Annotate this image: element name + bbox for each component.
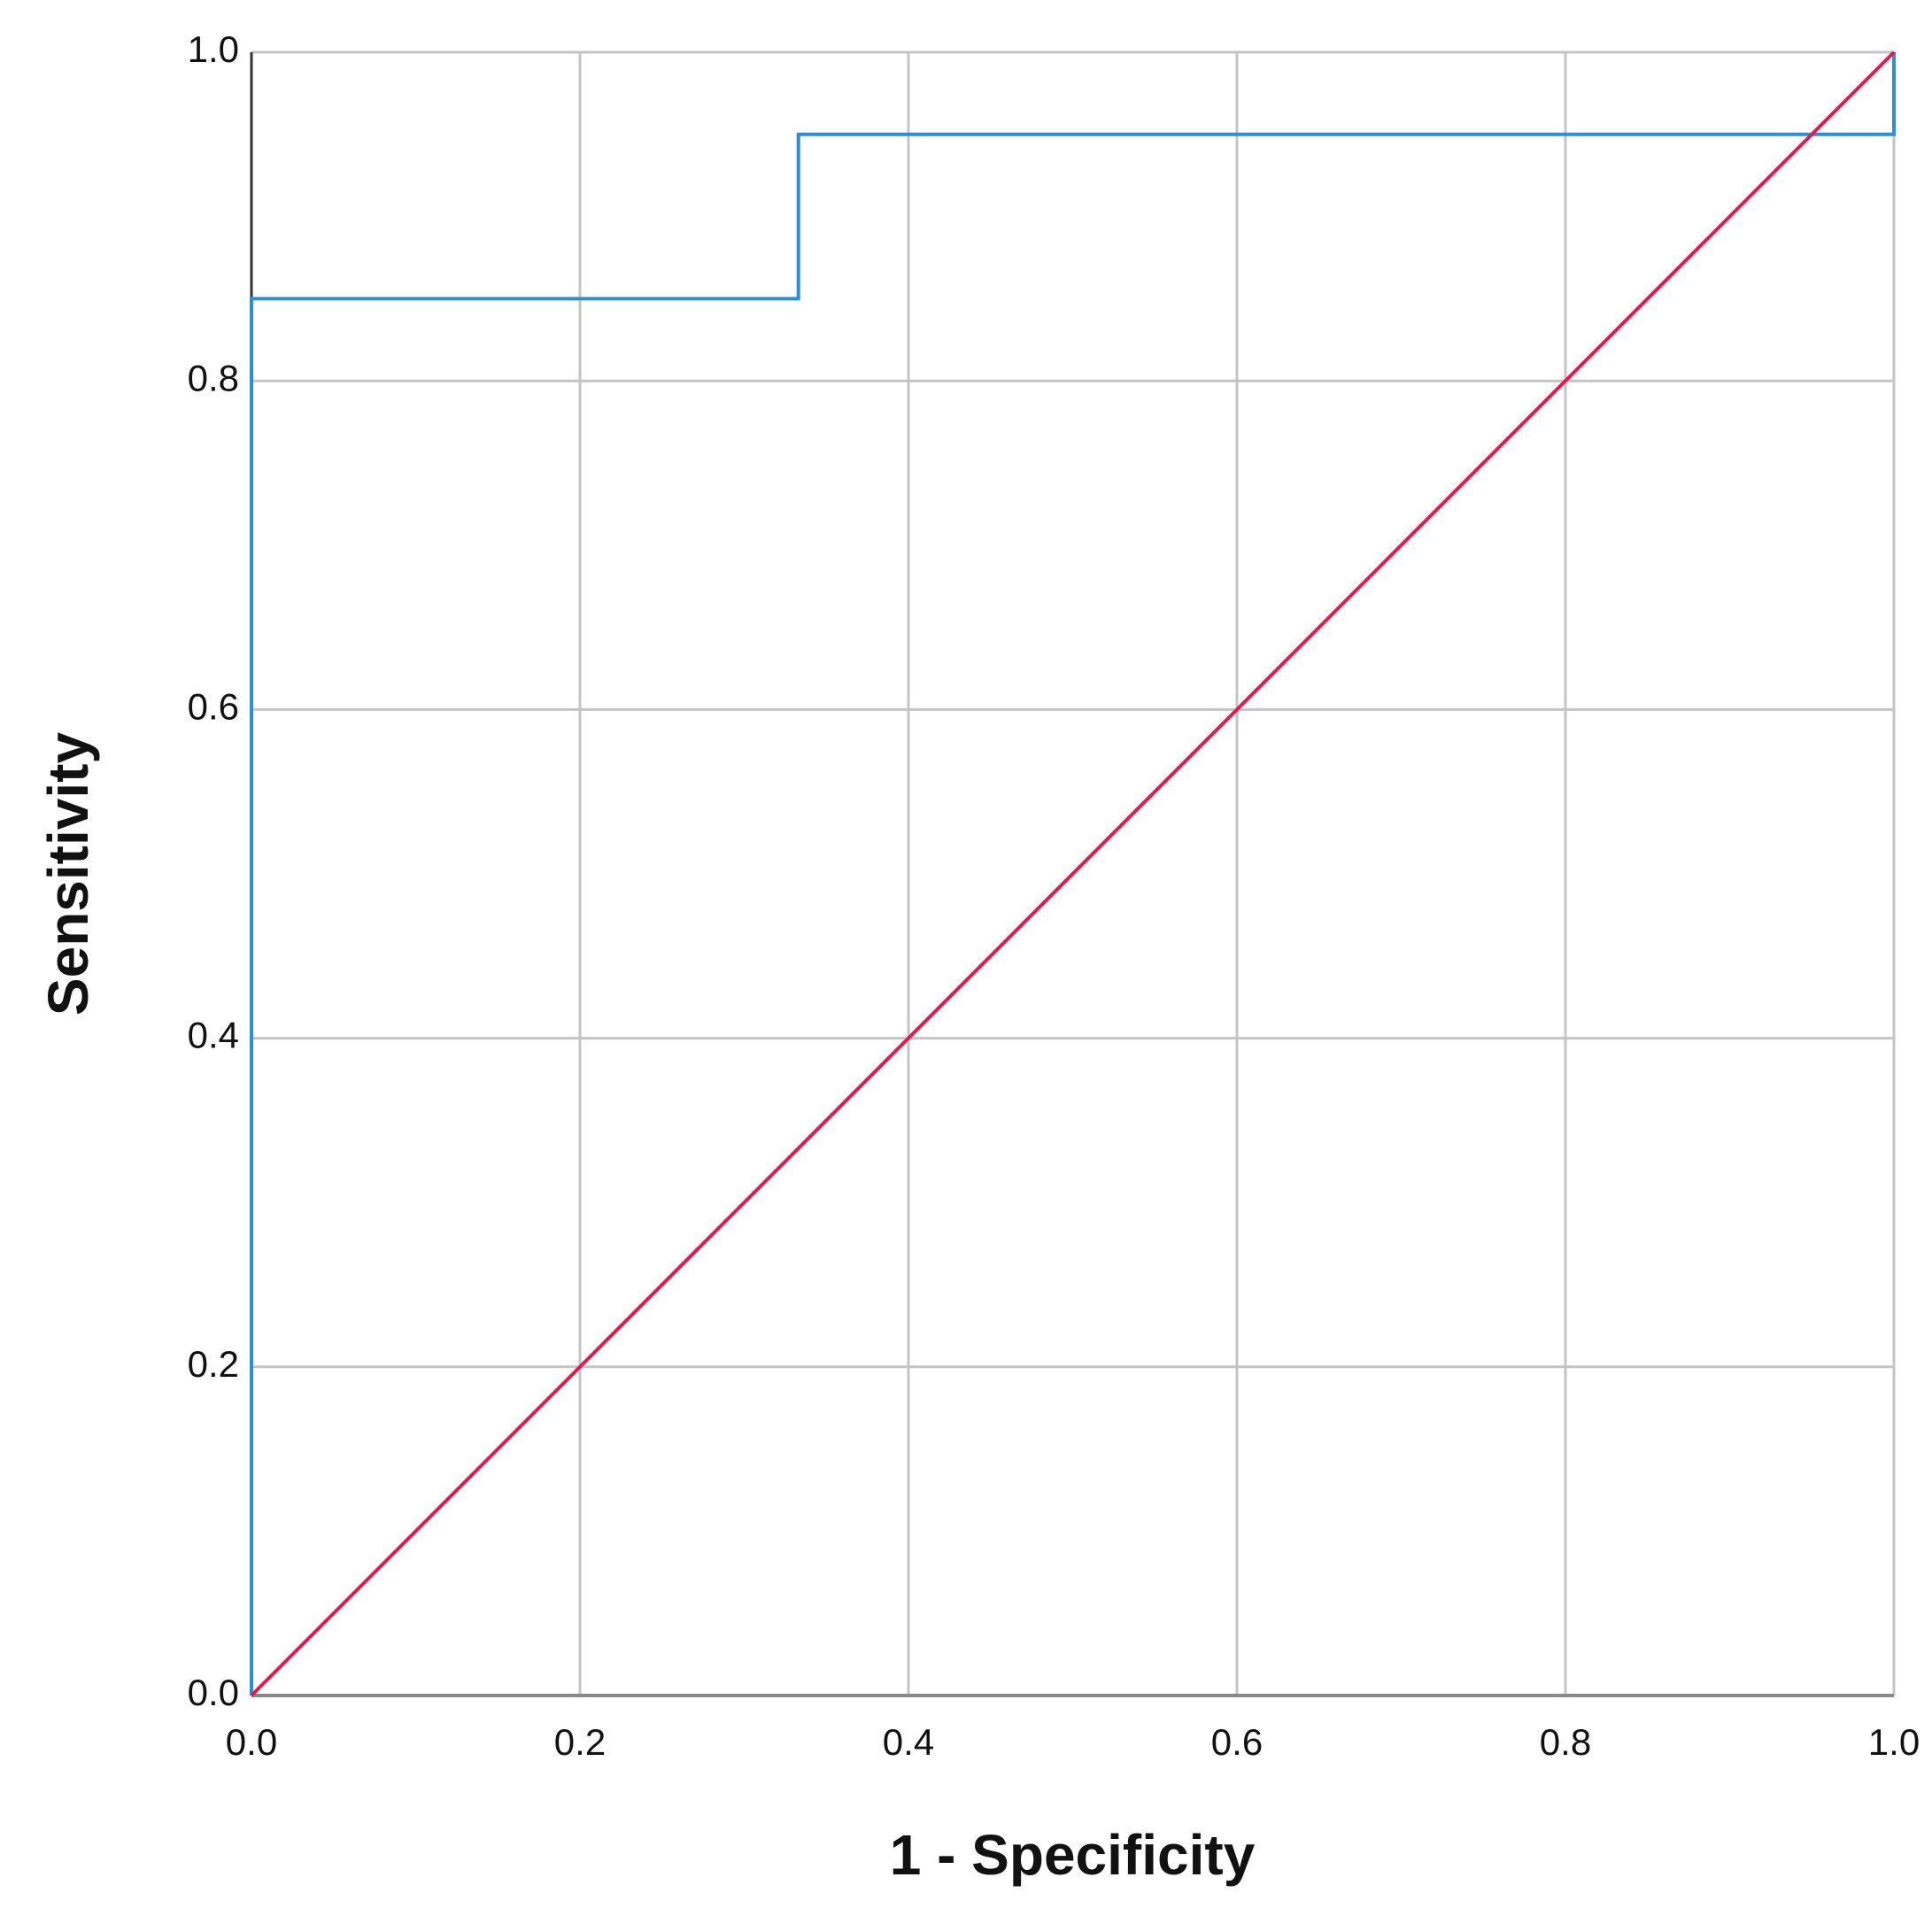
y-tick-label: 0.8	[188, 357, 239, 398]
x-axis-title: 1 - Specificity	[890, 1823, 1256, 1887]
y-tick-label: 0.4	[188, 1015, 239, 1056]
y-axis-title: Sensitivity	[36, 732, 100, 1016]
curve	[250, 52, 1896, 1696]
x-tick-label: 0.6	[1211, 1721, 1263, 1763]
x-tick-label: 0.0	[226, 1721, 277, 1763]
y-tick-label: 0.0	[188, 1672, 239, 1713]
x-tick-label: 0.2	[554, 1721, 606, 1763]
y-tick-label: 0.6	[188, 685, 239, 727]
curve	[250, 50, 1896, 1697]
y-tick-label: 0.2	[188, 1343, 239, 1385]
x-tick-label: 1.0	[1868, 1721, 1920, 1763]
y-tick-label: 1.0	[188, 28, 239, 70]
x-tick-label: 0.8	[1540, 1721, 1591, 1763]
x-tick-label: 0.4	[883, 1721, 934, 1763]
